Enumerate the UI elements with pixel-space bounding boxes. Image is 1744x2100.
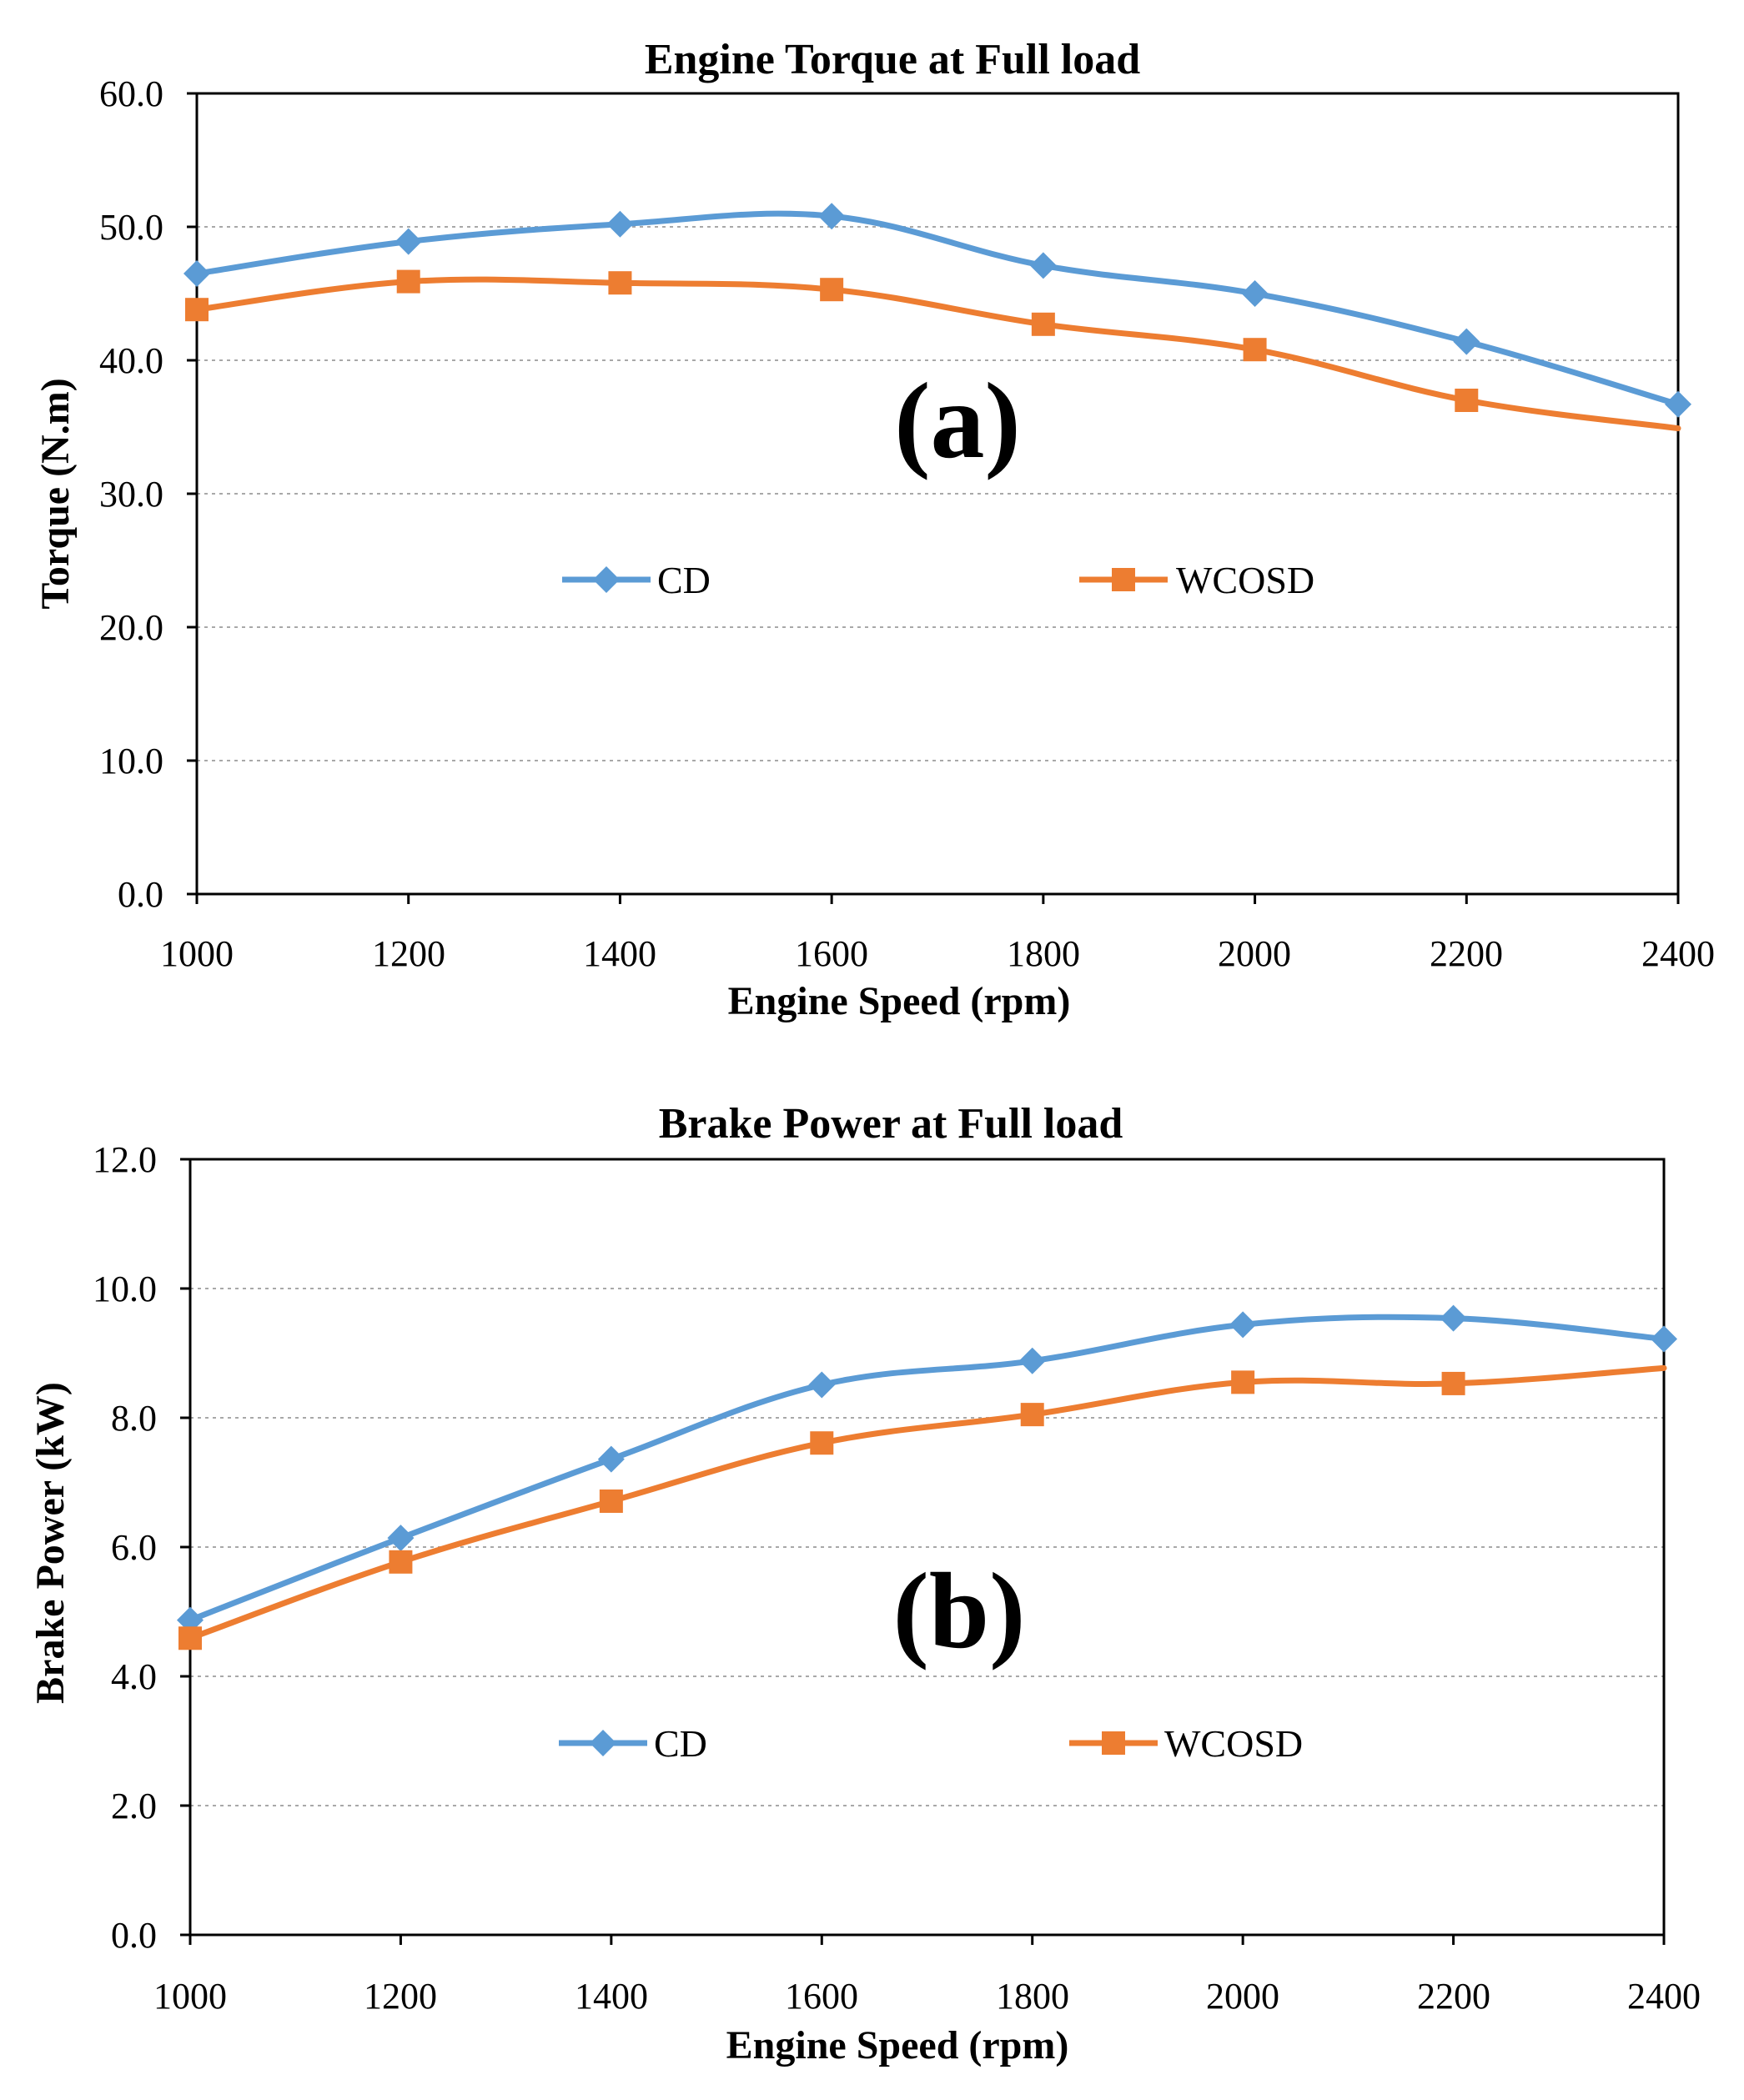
- torque-x-tick-labels: 1000 1200 1400 1600 1800 2000 2200 2400: [160, 933, 1715, 974]
- torque-grid: [197, 226, 1678, 761]
- power-x-tick-label: 1800: [996, 1976, 1069, 2017]
- torque-y-axis-title: Torque (N.m): [33, 378, 78, 609]
- power-y-tick-label: 6.0: [111, 1527, 157, 1568]
- torque-point-wcosd: [1031, 312, 1055, 336]
- power-point-wcosd: [1231, 1370, 1255, 1394]
- power-point-wcosd: [599, 1489, 623, 1513]
- torque-point-wcosd: [1455, 389, 1479, 412]
- power-grid: [190, 1288, 1664, 1806]
- legend-item-cd: CD: [559, 1722, 707, 1765]
- power-y-tick-label: 8.0: [111, 1398, 157, 1439]
- power-point-cd: [387, 1525, 415, 1552]
- power-x-tick-label: 2200: [1417, 1976, 1490, 2017]
- torque-ticks: [187, 92, 1680, 904]
- torque-point-cd: [395, 228, 422, 255]
- power-y-tick-label: 10.0: [93, 1269, 157, 1309]
- torque-y-tick-label: 20.0: [99, 607, 163, 648]
- torque-x-axis-title: Engine Speed (rpm): [728, 979, 1071, 1023]
- torque-y-tick-label: 30.0: [99, 474, 163, 515]
- power-x-tick-label: 2400: [1627, 1976, 1701, 2017]
- torque-x-tick-label: 1400: [583, 933, 656, 974]
- power-chart: Brake Power at Full load 0.0 2.0 4.0 6.0…: [28, 1100, 1701, 2067]
- torque-point-cd: [183, 260, 210, 287]
- power-point-wcosd: [178, 1626, 202, 1650]
- power-x-tick-labels: 1000 1200 1400 1600 1800 2000 2200 2400: [153, 1976, 1701, 2017]
- torque-point-wcosd: [1243, 338, 1267, 362]
- torque-x-tick-label: 1800: [1007, 933, 1080, 974]
- legend-label-wcosd: WCOSD: [1164, 1722, 1303, 1765]
- power-point-wcosd: [1020, 1403, 1044, 1427]
- power-point-cd: [597, 1445, 625, 1473]
- torque-point-cd: [1453, 328, 1480, 355]
- power-x-tick-label: 1400: [575, 1976, 648, 2017]
- power-series-line-cd: [187, 1314, 1667, 1624]
- power-y-tick-label: 12.0: [93, 1139, 157, 1180]
- torque-point-cd: [818, 203, 846, 230]
- torque-x-tick-label: 1600: [795, 933, 868, 974]
- legend-label-cd: CD: [654, 1722, 707, 1765]
- torque-series-line-wcosd: [193, 276, 1681, 432]
- torque-x-tick-label: 2200: [1430, 933, 1503, 974]
- power-y-tick-label: 0.0: [111, 1915, 157, 1956]
- power-chart-title: Brake Power at Full load: [659, 1100, 1123, 1148]
- legend-item-wcosd: WCOSD: [1079, 559, 1314, 601]
- torque-y-tick-label: 0.0: [118, 874, 163, 915]
- power-series-line-wcosd: [187, 1364, 1667, 1641]
- torque-y-tick-label: 10.0: [99, 741, 163, 781]
- power-x-tick-label: 1000: [153, 1976, 227, 2017]
- power-x-tick-label: 2000: [1206, 1976, 1279, 2017]
- torque-point-cd: [1029, 252, 1057, 279]
- torque-y-tick-labels: 0.0 10.0 20.0 30.0 40.0 50.0 60.0: [99, 73, 163, 915]
- power-point-cd: [1229, 1311, 1257, 1339]
- power-x-axis-title: Engine Speed (rpm): [726, 2023, 1069, 2067]
- torque-y-tick-label: 40.0: [99, 340, 163, 381]
- power-point-cd: [1651, 1325, 1677, 1353]
- torque-point-wcosd: [185, 298, 209, 322]
- torque-plot-frame: [195, 92, 1680, 896]
- power-x-tick-label: 1600: [785, 1976, 858, 2017]
- legend-marker-cd: [593, 566, 620, 593]
- torque-x-tick-label: 2000: [1218, 933, 1291, 974]
- legend-label-cd: CD: [657, 559, 711, 601]
- torque-y-tick-label: 60.0: [99, 73, 163, 114]
- power-panel-label: (b): [893, 1551, 1026, 1671]
- power-x-tick-label: 1200: [364, 1976, 437, 2017]
- torque-point-wcosd: [820, 278, 844, 302]
- legend-marker-cd: [590, 1730, 616, 1756]
- power-point-cd: [808, 1371, 836, 1399]
- power-legend: CD WCOSD: [559, 1722, 1303, 1765]
- power-y-tick-labels: 0.0 2.0 4.0 6.0 8.0 10.0 12.0: [93, 1139, 157, 1956]
- power-point-cd: [1018, 1347, 1046, 1374]
- legend-marker-wcosd: [1112, 568, 1135, 591]
- power-point-wcosd: [389, 1550, 413, 1574]
- legend-item-cd: CD: [562, 559, 711, 601]
- legend-label-wcosd: WCOSD: [1176, 559, 1314, 601]
- power-point-wcosd: [1441, 1371, 1465, 1395]
- torque-chart-title: Engine Torque at Full load: [645, 36, 1140, 83]
- legend-item-wcosd: WCOSD: [1069, 1722, 1303, 1765]
- torque-x-tick-label: 1000: [160, 933, 234, 974]
- torque-chart: Engine Torque at Full load 0.0 10.0 20.0…: [33, 36, 1715, 1023]
- power-series: [177, 1304, 1677, 1650]
- torque-legend: CD WCOSD: [562, 559, 1314, 601]
- torque-point-cd: [606, 210, 634, 238]
- torque-panel-label: (a): [894, 361, 1021, 481]
- torque-y-tick-label: 50.0: [99, 207, 163, 248]
- torque-x-tick-label: 2400: [1641, 933, 1715, 974]
- power-y-tick-label: 4.0: [111, 1656, 157, 1697]
- torque-x-tick-label: 1200: [372, 933, 445, 974]
- torque-series: [183, 203, 1691, 432]
- torque-series-line-cd: [193, 210, 1681, 408]
- power-point-cd: [1440, 1304, 1467, 1332]
- power-y-tick-label: 2.0: [111, 1786, 157, 1826]
- torque-point-wcosd: [608, 271, 632, 295]
- torque-point-wcosd: [396, 269, 420, 294]
- legend-marker-wcosd: [1102, 1731, 1125, 1755]
- torque-point-cd: [1665, 390, 1691, 418]
- power-ticks: [180, 1158, 1666, 1945]
- power-y-axis-title: Brake Power (kW): [28, 1382, 73, 1704]
- power-point-wcosd: [810, 1431, 834, 1455]
- torque-point-cd: [1241, 280, 1269, 307]
